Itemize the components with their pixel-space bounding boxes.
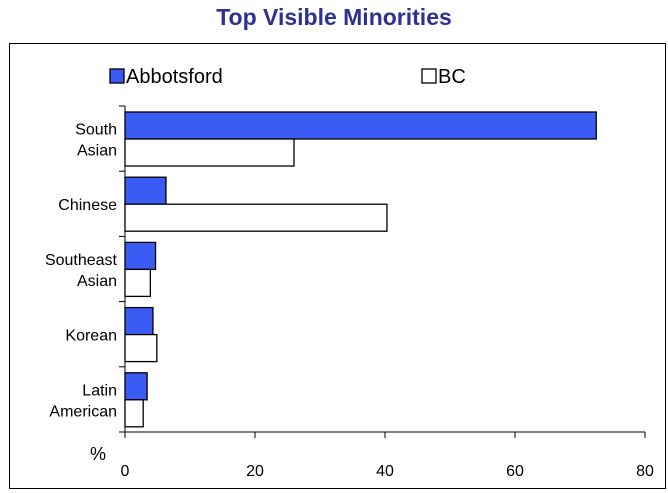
category-label: Asian [77, 273, 117, 290]
x-tick-label: 40 [376, 463, 394, 480]
bar-abbotsford-0 [124, 111, 597, 140]
category-label: Korean [65, 328, 117, 345]
bar-bc-1 [124, 203, 388, 232]
category-label: South [75, 122, 117, 139]
bar-abbotsford-4 [124, 372, 148, 401]
chart-title: Top Visible Minorities [216, 4, 452, 30]
bar-abbotsford-2 [124, 241, 157, 271]
category-label: Chinese [58, 197, 117, 214]
bar-abbotsford-1 [124, 176, 167, 205]
x-tick-label: 20 [246, 463, 264, 480]
x-tick-label: 0 [121, 463, 130, 480]
bar-bc-0 [124, 138, 295, 167]
bar-bc-4 [124, 399, 144, 428]
bar-abbotsford-3 [124, 306, 154, 336]
category-label: Asian [77, 143, 117, 160]
legend-swatch-bc [421, 68, 437, 84]
legend-label-bc: BC [438, 66, 466, 88]
category-label: Southeast [45, 252, 118, 269]
x-tick-label: 60 [506, 463, 524, 480]
category-label: Latin [82, 382, 117, 399]
x-tick-label: 80 [636, 463, 654, 480]
chart-frame [9, 43, 666, 489]
category-label: American [49, 403, 117, 420]
bar-bc-3 [124, 333, 158, 363]
legend-label-abbotsford: Abbotsford [126, 66, 223, 88]
bar-bc-2 [124, 268, 152, 298]
x-axis-label: % [90, 444, 106, 464]
legend-swatch-abbotsford [109, 68, 125, 84]
